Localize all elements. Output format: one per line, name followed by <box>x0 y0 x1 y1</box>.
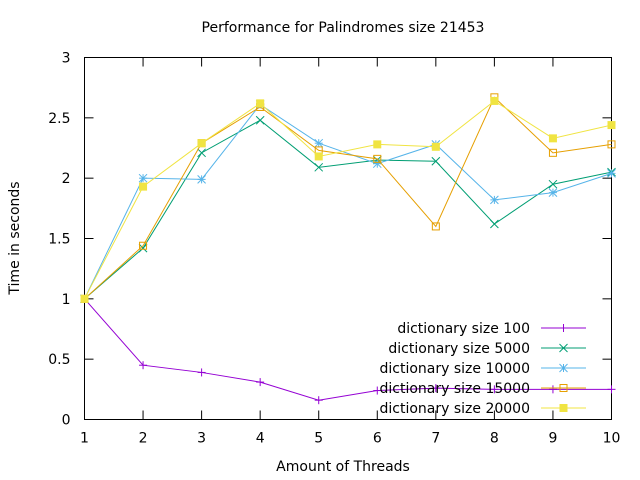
data-point <box>490 219 499 229</box>
series-line <box>84 100 612 300</box>
data-point <box>548 179 558 189</box>
series-line <box>84 96 612 300</box>
data-point <box>197 175 206 184</box>
data-point <box>314 152 323 161</box>
data-point <box>431 156 441 166</box>
legend-label: dictionary size 10000 <box>380 361 531 377</box>
x-tick-label: 6 <box>373 431 382 447</box>
data-point <box>431 222 440 231</box>
data-point <box>314 396 323 405</box>
data-point <box>314 162 324 172</box>
y-tick-label: 2 <box>62 171 71 187</box>
y-tick-label: 1 <box>62 292 71 308</box>
series-5 <box>80 96 616 303</box>
y-tick-label: 2.5 <box>48 111 70 127</box>
data-point <box>431 142 440 151</box>
legend-label: dictionary size 20000 <box>380 401 531 417</box>
data-point <box>548 385 557 394</box>
data-point <box>373 140 382 149</box>
data-point <box>548 188 558 198</box>
data-point <box>607 168 616 178</box>
y-tick-label: 0 <box>62 413 71 429</box>
legend-item: dictionary size 15000 <box>380 381 586 397</box>
x-tick-label: 1 <box>80 431 89 447</box>
legend-item: dictionary size 5000 <box>388 341 586 357</box>
data-point <box>139 182 148 191</box>
data-point <box>548 148 557 157</box>
x-tick-label: 5 <box>314 431 323 447</box>
y-tick-label: 1.5 <box>48 232 70 248</box>
data-point <box>139 361 148 370</box>
y-tick-label: 3 <box>62 51 71 67</box>
data-point <box>372 159 382 169</box>
x-tick-label: 4 <box>256 431 265 447</box>
data-point <box>256 378 265 387</box>
x-tick-label: 7 <box>431 431 440 447</box>
data-point <box>490 195 499 205</box>
data-point <box>256 99 265 108</box>
legend-item: dictionary size 100 <box>397 321 586 337</box>
series-line <box>84 103 612 300</box>
series-1 <box>80 294 616 405</box>
data-point <box>255 115 265 125</box>
x-tick-label: 2 <box>139 431 148 447</box>
data-point <box>559 343 568 353</box>
data-point <box>197 139 206 148</box>
plot-frame <box>84 57 612 420</box>
chart-title: Performance for Palindromes size 21453 <box>202 20 485 36</box>
y-tick-label: 0.5 <box>48 352 70 368</box>
data-point <box>559 384 568 392</box>
data-point <box>559 363 568 373</box>
data-point <box>559 324 568 332</box>
legend-item: dictionary size 10000 <box>380 361 586 377</box>
data-point <box>138 243 148 253</box>
legend-label: dictionary size 15000 <box>380 381 531 397</box>
data-point <box>314 138 324 148</box>
x-tick-label: 3 <box>197 431 206 447</box>
legend: dictionary size 100 dictionary size 5000 d… <box>380 321 586 417</box>
data-point <box>197 368 206 377</box>
data-point <box>80 294 89 303</box>
data-point <box>607 121 616 130</box>
data-point <box>548 134 557 143</box>
axis-ticks: 1 2 3 4 5 6 7 8 9 10 0 0.5 1 1.5 2 2.5 3 <box>48 51 620 447</box>
data-point <box>490 385 499 394</box>
data-point <box>138 173 148 183</box>
data-point <box>607 140 616 149</box>
series-3 <box>80 100 616 304</box>
data-point <box>139 241 148 250</box>
x-tick-label: 10 <box>603 431 621 447</box>
y-axis-title: Time in seconds <box>7 181 23 295</box>
series-2 <box>80 115 616 304</box>
x-tick-label: 8 <box>490 431 499 447</box>
x-tick-label: 9 <box>548 431 557 447</box>
series-lines <box>80 93 616 405</box>
data-point <box>373 386 382 395</box>
series-line <box>84 119 612 300</box>
x-axis-title: Amount of Threads <box>276 459 410 475</box>
series-4 <box>80 93 616 303</box>
data-point <box>490 96 499 105</box>
legend-label: dictionary size 5000 <box>388 341 530 357</box>
legend-item: dictionary size 20000 <box>380 401 586 417</box>
data-point <box>197 148 206 158</box>
data-point <box>559 404 568 412</box>
legend-label: dictionary size 100 <box>397 321 530 337</box>
data-point <box>431 384 440 393</box>
data-point <box>607 385 616 394</box>
series-line <box>84 298 612 401</box>
data-point <box>373 154 382 163</box>
